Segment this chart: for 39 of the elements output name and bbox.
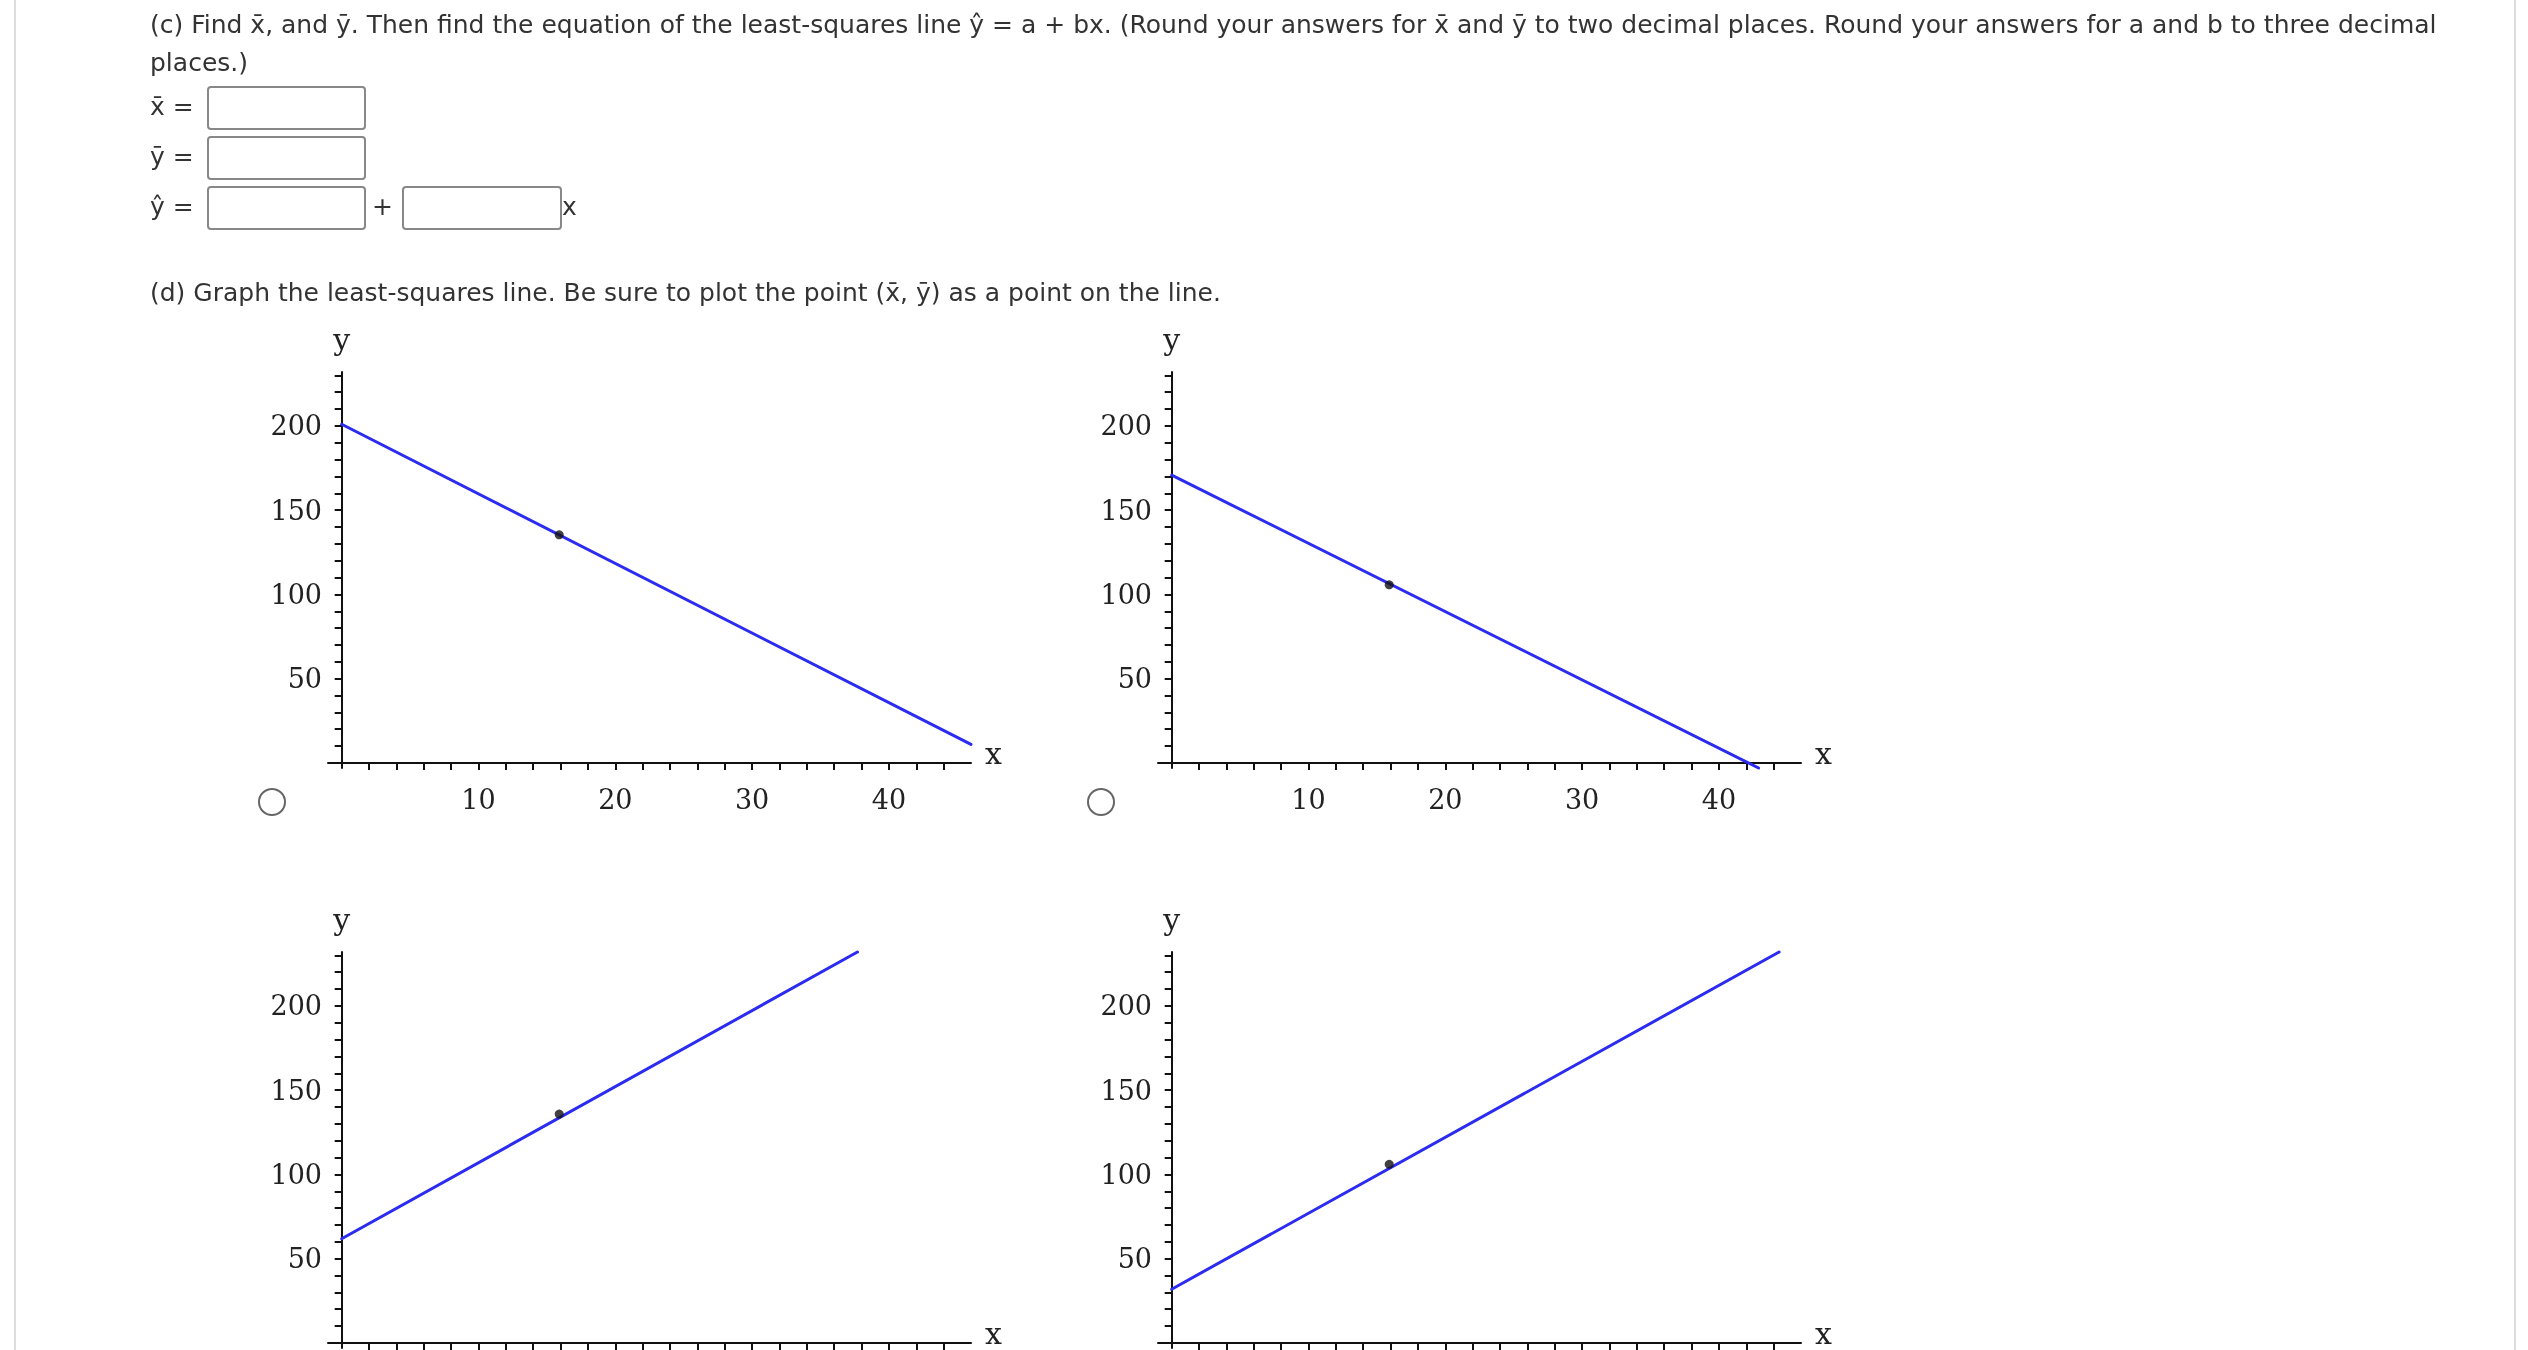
x-tick-label: 20 [598, 784, 633, 815]
x-axis-title: x [985, 1316, 1002, 1350]
x-tick-label: 40 [1701, 784, 1737, 815]
text: (c) Find x̄, and ȳ. Then find the equation of the least-squares line ŷ = a + bx. (Round your answers for x̄ and ȳ to two decimal places. Round your answers for a and b to three decimal places.) [150, 9, 2438, 79]
x-axis-title: x [985, 736, 1002, 772]
y-axis-title: y [1162, 901, 1181, 937]
y-tick-label: 200 [270, 990, 322, 1022]
y-tick-label: 50 [287, 663, 322, 695]
y-tick-label: 50 [1117, 663, 1152, 695]
x-tick-label: 30 [734, 784, 770, 815]
y-tick-label: 150 [1100, 494, 1152, 526]
y-tick-label: 200 [1100, 410, 1152, 442]
y-tick-label: 150 [270, 1074, 322, 1106]
text: ŷ = [150, 192, 194, 221]
text: (d) Graph the least-squares line. Be sure to plot the point (x̄, ȳ) as a point on the line. [150, 278, 1221, 307]
text: + [372, 192, 393, 221]
x-axis-title: x [1815, 736, 1832, 772]
text: x [562, 192, 577, 221]
y-tick-label: 200 [1100, 990, 1152, 1022]
y-tick-label: 100 [270, 1158, 322, 1190]
x-tick-label: 10 [461, 784, 496, 815]
y-tick-label: 50 [1117, 1243, 1152, 1275]
y-axis-title: y [1162, 321, 1181, 357]
y-tick-label: 50 [287, 1243, 322, 1275]
x-tick-label: 40 [871, 784, 907, 815]
y-axis-title: y [332, 901, 351, 937]
y-tick-label: 100 [1100, 578, 1152, 610]
x-axis-title: x [1815, 1316, 1832, 1350]
y-tick-label: 100 [270, 578, 322, 610]
x-tick-label: 30 [1564, 784, 1600, 815]
y-tick-label: 100 [1100, 1158, 1152, 1190]
y-tick-label: 150 [270, 494, 322, 526]
text: ȳ = [150, 142, 194, 171]
y-tick-label: 200 [270, 410, 322, 442]
x-tick-label: 20 [1428, 784, 1463, 815]
text: x̄ = [150, 92, 194, 121]
x-tick-label: 10 [1291, 784, 1326, 815]
y-axis-title: y [332, 321, 351, 357]
y-tick-label: 150 [1100, 1074, 1152, 1106]
